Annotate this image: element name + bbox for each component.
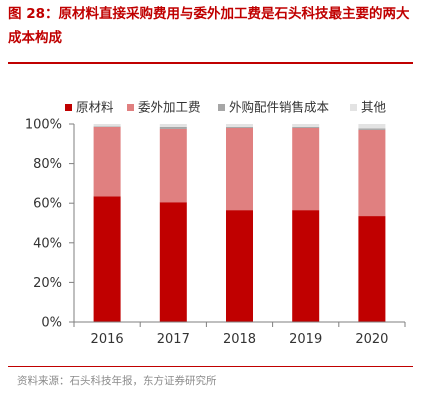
legend-label: 其他 [361,100,387,115]
bar-segment [93,124,121,127]
x-axis: 2016 2017 2018 2019 2020 [73,321,406,347]
bar-segment [292,124,320,127]
y-tick-label: 40% [33,236,62,251]
bar-segment [159,202,187,322]
bar-segment [159,124,187,127]
bar-segment [292,126,320,128]
bar-segment [159,126,187,129]
x-tick-label: 2019 [289,332,322,347]
x-tick-label: 2018 [223,332,256,347]
legend-label: 外购配件销售成本 [229,100,330,115]
bar-segment [93,126,121,127]
chart-title: 图 28：原材料直接采购费用与委外加工费是石头科技最主要的两大成本构成 [8,6,410,46]
bar-segment [358,129,386,217]
bars [93,124,386,322]
y-tick-label: 0% [41,316,62,331]
legend-swatch [65,104,72,111]
bar-segment [358,124,386,129]
x-tick-label: 2017 [157,332,190,347]
stacked-bar-chart: 原材料 委外加工费 外购配件销售成本 其他 0% 20% 40% 60% 80% 100% 20… [25,100,406,347]
y-tick-label: 80% [33,157,62,172]
y-tick-label: 20% [33,276,62,291]
y-tick-label: 60% [33,197,62,212]
bar-segment [358,128,386,130]
bar-segment [292,127,320,211]
x-tick-label: 2020 [355,332,388,347]
bottom-rule [8,366,413,367]
y-axis: 0% 20% 40% 60% 80% 100% [25,118,75,331]
legend-swatch [127,104,134,111]
legend-swatch [218,104,225,111]
legend-swatch [350,104,357,111]
bar-segment [226,127,253,211]
bar-segment [93,196,121,322]
bar-segment [226,124,253,127]
legend-label: 委外加工费 [138,100,201,115]
x-tick-label: 2016 [91,332,124,347]
y-tick-label: 100% [25,118,62,133]
bar-segment [93,126,121,197]
source-note: 资料来源：石头科技年报，东方证券研究所 [17,375,217,387]
legend: 原材料 委外加工费 外购配件销售成本 其他 [65,100,387,115]
bar-segment [159,128,187,203]
bar-segment [226,210,253,322]
legend-label: 原材料 [76,100,114,115]
bar-segment [226,126,253,128]
bar-segment [358,216,386,322]
bar-segment [292,210,320,322]
title-rule [8,62,413,64]
